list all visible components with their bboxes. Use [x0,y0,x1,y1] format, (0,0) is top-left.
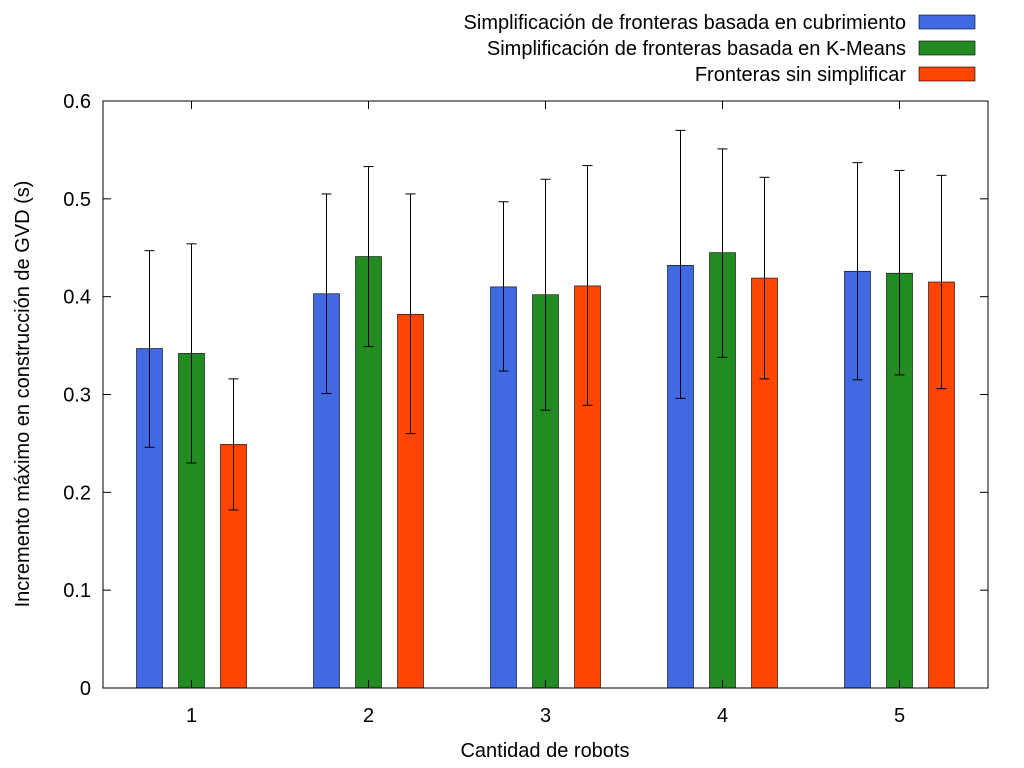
x-axis-label: Cantidad de robots [460,740,629,762]
x-tick-label: 5 [894,705,905,727]
y-tick-label: 0.1 [63,580,91,602]
x-tick-label: 4 [717,705,728,727]
ticks-layer: 1 2 3 4 5 0 0.1 0.2 0.3 0.4 0.5 0.6 [63,91,988,727]
x-tick-label: 1 [186,705,197,727]
x-tick-label: 3 [540,705,551,727]
y-tick-label: 0 [80,678,91,700]
y-tick-label: 0.6 [63,91,91,113]
y-tick-label: 0.5 [63,189,91,211]
legend-label-2: Simplificación de fronteras basada en K-… [487,38,906,60]
y-tick-label: 0.4 [63,287,91,309]
y-axis-label: Incremento máximo en construcción de GVD… [12,181,34,608]
legend-swatch-2 [918,40,976,56]
error-bars-layer [144,129,947,511]
legend-swatch-1 [918,14,976,30]
legend-label-3: Fronteras sin simplificar [695,64,907,86]
y-tick-label: 0.2 [63,482,91,504]
legend: Simplificación de fronteras basada en cu… [464,12,976,86]
legend-swatch-3 [918,66,976,82]
legend-label-1: Simplificación de fronteras basada en cu… [464,12,906,34]
y-tick-label: 0.3 [63,385,91,407]
x-tick-label: 2 [363,705,374,727]
